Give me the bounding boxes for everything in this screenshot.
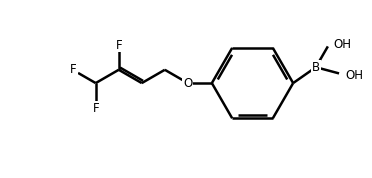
Text: B: B <box>312 61 320 74</box>
Text: F: F <box>92 102 99 115</box>
Text: OH: OH <box>333 38 352 51</box>
Text: O: O <box>183 77 192 90</box>
Text: OH: OH <box>346 69 364 82</box>
Text: F: F <box>115 38 122 52</box>
Text: F: F <box>70 64 77 77</box>
